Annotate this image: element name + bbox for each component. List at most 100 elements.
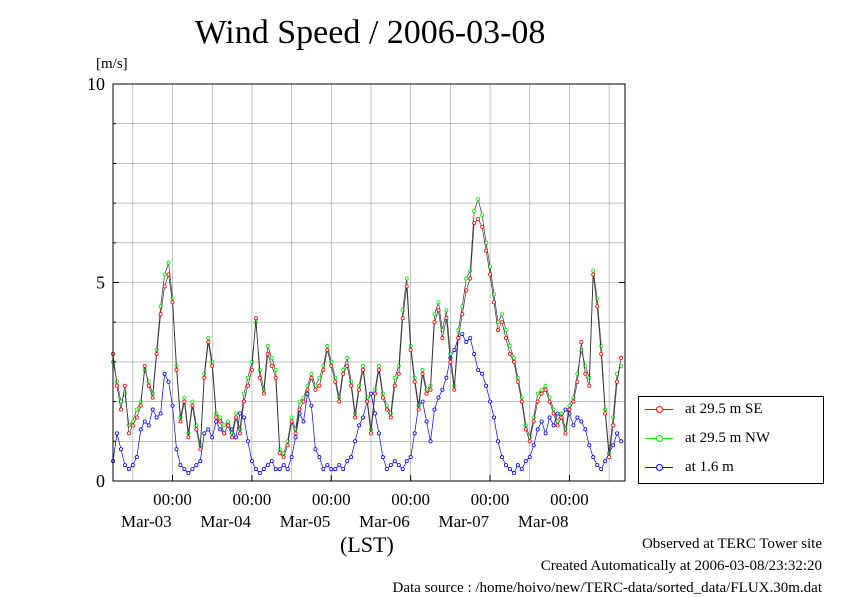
data-point-1 — [361, 363, 366, 368]
data-point-0 — [519, 399, 524, 404]
x-tick-date: Mar-05 — [280, 512, 331, 531]
data-point-2 — [345, 459, 350, 464]
data-point-2 — [495, 439, 500, 444]
data-point-2 — [333, 467, 338, 472]
data-point-0 — [361, 367, 366, 372]
data-point-0 — [257, 375, 262, 380]
x-tick-time: 00:00 — [233, 490, 272, 509]
data-point-0 — [476, 216, 481, 221]
data-point-0 — [575, 379, 580, 384]
data-point-2 — [571, 423, 576, 428]
data-point-1 — [559, 411, 564, 416]
data-point-0 — [305, 387, 310, 392]
data-point-0 — [531, 419, 536, 424]
data-point-0 — [456, 336, 461, 341]
data-point-0 — [595, 304, 600, 309]
data-point-2 — [619, 439, 624, 444]
data-point-2 — [170, 403, 175, 408]
data-point-2 — [472, 351, 477, 356]
data-point-1 — [325, 344, 330, 349]
data-point-1 — [599, 344, 604, 349]
data-point-2 — [384, 467, 389, 472]
data-point-0 — [400, 316, 405, 321]
data-point-0 — [444, 316, 449, 321]
legend-marker-low — [656, 464, 663, 471]
data-point-0 — [122, 383, 127, 388]
data-point-2 — [245, 439, 250, 444]
data-point-2 — [488, 399, 493, 404]
data-point-2 — [349, 455, 354, 460]
data-point-2 — [380, 455, 385, 460]
data-point-2 — [118, 447, 123, 452]
data-point-0 — [297, 407, 302, 412]
data-point-2 — [440, 387, 445, 392]
data-point-0 — [170, 300, 175, 305]
data-point-0 — [583, 371, 588, 376]
data-point-2 — [142, 419, 147, 424]
data-point-2 — [309, 403, 314, 408]
data-point-0 — [293, 431, 298, 436]
data-point-2 — [579, 419, 584, 424]
data-point-1 — [309, 371, 314, 376]
data-point-2 — [321, 467, 326, 472]
data-point-0 — [396, 371, 401, 376]
data-point-2 — [186, 471, 191, 476]
data-point-0 — [404, 284, 409, 289]
data-point-1 — [206, 336, 211, 341]
data-point-0 — [357, 387, 362, 392]
data-point-0 — [321, 367, 326, 372]
data-point-2 — [289, 455, 294, 460]
data-point-1 — [182, 395, 187, 400]
data-point-0 — [492, 300, 497, 305]
data-point-1 — [126, 423, 131, 428]
data-point-2 — [134, 455, 139, 460]
data-point-2 — [388, 463, 393, 468]
data-point-2 — [130, 463, 135, 468]
data-point-0 — [345, 363, 350, 368]
data-point-2 — [503, 463, 508, 468]
data-point-2 — [150, 407, 155, 412]
data-point-0 — [353, 415, 358, 420]
data-point-1 — [468, 268, 473, 273]
data-point-2 — [329, 467, 334, 472]
x-tick-date: Mar-08 — [518, 512, 569, 531]
data-point-0 — [571, 399, 576, 404]
data-point-2 — [261, 467, 266, 472]
data-point-1 — [218, 415, 223, 420]
data-point-2 — [460, 332, 465, 337]
data-point-1 — [432, 312, 437, 317]
data-point-2 — [166, 379, 171, 384]
data-point-2 — [253, 467, 258, 472]
data-point-2 — [241, 415, 246, 420]
data-point-2 — [174, 447, 179, 452]
data-point-0 — [535, 399, 540, 404]
data-point-2 — [492, 415, 497, 420]
data-point-1 — [297, 399, 302, 404]
data-point-1 — [503, 328, 508, 333]
data-point-0 — [202, 375, 207, 380]
data-point-2 — [265, 463, 270, 468]
data-point-0 — [591, 272, 596, 277]
data-point-2 — [249, 459, 254, 464]
data-point-0 — [329, 363, 334, 368]
data-point-2 — [313, 447, 318, 452]
data-point-0 — [603, 411, 608, 416]
data-point-1 — [523, 423, 528, 428]
legend-item-nw: at 29.5 m NW — [639, 428, 823, 450]
data-point-0 — [265, 351, 270, 356]
data-point-0 — [468, 276, 473, 281]
data-point-2 — [480, 371, 485, 376]
footer-site: Observed at TERC Tower site — [641, 536, 822, 552]
data-point-0 — [511, 359, 516, 364]
data-point-2 — [273, 467, 278, 472]
data-point-2 — [543, 431, 548, 436]
series-line-0 — [112, 218, 622, 458]
data-point-2 — [162, 371, 167, 376]
y-tick-label: 5 — [96, 273, 105, 293]
y-tick-label: 10 — [87, 74, 105, 94]
data-point-2 — [257, 471, 262, 476]
data-point-2 — [202, 431, 207, 436]
data-point-0 — [114, 383, 119, 388]
data-point-0 — [198, 447, 203, 452]
data-point-2 — [555, 411, 560, 416]
